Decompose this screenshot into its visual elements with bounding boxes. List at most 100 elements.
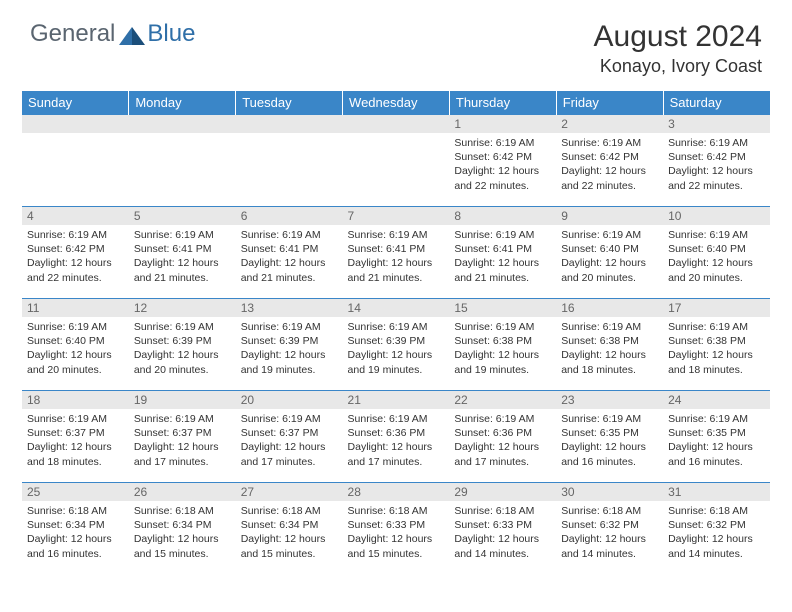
day-number: 16: [556, 299, 663, 317]
calendar-cell: 5Sunrise: 6:19 AMSunset: 6:41 PMDaylight…: [129, 207, 236, 299]
day-number: 26: [129, 483, 236, 501]
weekday-header: Wednesday: [343, 91, 450, 115]
day-number: 9: [556, 207, 663, 225]
calendar-cell: 4Sunrise: 6:19 AMSunset: 6:42 PMDaylight…: [22, 207, 129, 299]
day-details: Sunrise: 6:18 AMSunset: 6:32 PMDaylight:…: [556, 501, 663, 563]
calendar-cell: 20Sunrise: 6:19 AMSunset: 6:37 PMDayligh…: [236, 391, 343, 483]
day-number: 21: [343, 391, 450, 409]
calendar-cell: 28Sunrise: 6:18 AMSunset: 6:33 PMDayligh…: [343, 483, 450, 575]
day-number-empty: [236, 115, 343, 133]
day-number: 1: [449, 115, 556, 133]
day-number: 23: [556, 391, 663, 409]
calendar-cell: 12Sunrise: 6:19 AMSunset: 6:39 PMDayligh…: [129, 299, 236, 391]
weekday-header: Tuesday: [236, 91, 343, 115]
calendar-cell: 2Sunrise: 6:19 AMSunset: 6:42 PMDaylight…: [556, 115, 663, 207]
calendar-cell: 14Sunrise: 6:19 AMSunset: 6:39 PMDayligh…: [343, 299, 450, 391]
weekday-header: Monday: [129, 91, 236, 115]
weekday-header: Friday: [556, 91, 663, 115]
title-block: August 2024 Konayo, Ivory Coast: [594, 20, 762, 77]
day-number-empty: [22, 115, 129, 133]
day-details: Sunrise: 6:18 AMSunset: 6:32 PMDaylight:…: [663, 501, 770, 563]
day-number: 13: [236, 299, 343, 317]
day-number: 5: [129, 207, 236, 225]
day-details: Sunrise: 6:19 AMSunset: 6:40 PMDaylight:…: [22, 317, 129, 379]
day-number: 24: [663, 391, 770, 409]
calendar-cell: 27Sunrise: 6:18 AMSunset: 6:34 PMDayligh…: [236, 483, 343, 575]
day-details: Sunrise: 6:19 AMSunset: 6:42 PMDaylight:…: [663, 133, 770, 195]
day-number: 6: [236, 207, 343, 225]
calendar-row: 25Sunrise: 6:18 AMSunset: 6:34 PMDayligh…: [22, 483, 770, 575]
logo-text-general: General: [30, 20, 115, 48]
day-number: 2: [556, 115, 663, 133]
day-details: Sunrise: 6:19 AMSunset: 6:38 PMDaylight:…: [556, 317, 663, 379]
calendar-cell: 17Sunrise: 6:19 AMSunset: 6:38 PMDayligh…: [663, 299, 770, 391]
calendar-row: 4Sunrise: 6:19 AMSunset: 6:42 PMDaylight…: [22, 207, 770, 299]
day-number: 25: [22, 483, 129, 501]
day-details: Sunrise: 6:19 AMSunset: 6:35 PMDaylight:…: [663, 409, 770, 471]
weekday-header: Thursday: [449, 91, 556, 115]
calendar-cell: 15Sunrise: 6:19 AMSunset: 6:38 PMDayligh…: [449, 299, 556, 391]
header: General Blue August 2024 Konayo, Ivory C…: [0, 0, 792, 85]
day-number: 28: [343, 483, 450, 501]
logo-text-blue: Blue: [147, 20, 195, 48]
calendar-cell: [129, 115, 236, 207]
day-number: 19: [129, 391, 236, 409]
calendar-cell: 16Sunrise: 6:19 AMSunset: 6:38 PMDayligh…: [556, 299, 663, 391]
calendar-cell: 30Sunrise: 6:18 AMSunset: 6:32 PMDayligh…: [556, 483, 663, 575]
day-number-empty: [343, 115, 450, 133]
day-number: 22: [449, 391, 556, 409]
day-details: Sunrise: 6:19 AMSunset: 6:37 PMDaylight:…: [22, 409, 129, 471]
day-number: 3: [663, 115, 770, 133]
calendar-cell: 23Sunrise: 6:19 AMSunset: 6:35 PMDayligh…: [556, 391, 663, 483]
day-details: Sunrise: 6:18 AMSunset: 6:33 PMDaylight:…: [343, 501, 450, 563]
day-details: Sunrise: 6:19 AMSunset: 6:37 PMDaylight:…: [236, 409, 343, 471]
day-details: Sunrise: 6:19 AMSunset: 6:41 PMDaylight:…: [129, 225, 236, 287]
calendar-cell: 22Sunrise: 6:19 AMSunset: 6:36 PMDayligh…: [449, 391, 556, 483]
location: Konayo, Ivory Coast: [594, 56, 762, 77]
day-details: Sunrise: 6:19 AMSunset: 6:41 PMDaylight:…: [449, 225, 556, 287]
day-details: Sunrise: 6:18 AMSunset: 6:34 PMDaylight:…: [129, 501, 236, 563]
weekday-header: Saturday: [663, 91, 770, 115]
calendar-cell: 1Sunrise: 6:19 AMSunset: 6:42 PMDaylight…: [449, 115, 556, 207]
calendar-cell: 6Sunrise: 6:19 AMSunset: 6:41 PMDaylight…: [236, 207, 343, 299]
day-number: 15: [449, 299, 556, 317]
day-details: Sunrise: 6:19 AMSunset: 6:40 PMDaylight:…: [663, 225, 770, 287]
calendar-body: 1Sunrise: 6:19 AMSunset: 6:42 PMDaylight…: [22, 115, 770, 575]
day-details: Sunrise: 6:19 AMSunset: 6:39 PMDaylight:…: [129, 317, 236, 379]
calendar-cell: 31Sunrise: 6:18 AMSunset: 6:32 PMDayligh…: [663, 483, 770, 575]
day-number: 29: [449, 483, 556, 501]
day-details: Sunrise: 6:19 AMSunset: 6:36 PMDaylight:…: [343, 409, 450, 471]
calendar-cell: 11Sunrise: 6:19 AMSunset: 6:40 PMDayligh…: [22, 299, 129, 391]
day-details: Sunrise: 6:19 AMSunset: 6:37 PMDaylight:…: [129, 409, 236, 471]
calendar-cell: [22, 115, 129, 207]
day-details: Sunrise: 6:18 AMSunset: 6:34 PMDaylight:…: [22, 501, 129, 563]
calendar-cell: 10Sunrise: 6:19 AMSunset: 6:40 PMDayligh…: [663, 207, 770, 299]
day-details: Sunrise: 6:19 AMSunset: 6:42 PMDaylight:…: [556, 133, 663, 195]
day-number: 10: [663, 207, 770, 225]
calendar-cell: 19Sunrise: 6:19 AMSunset: 6:37 PMDayligh…: [129, 391, 236, 483]
day-number: 7: [343, 207, 450, 225]
month-title: August 2024: [594, 20, 762, 54]
calendar-cell: 26Sunrise: 6:18 AMSunset: 6:34 PMDayligh…: [129, 483, 236, 575]
day-number: 27: [236, 483, 343, 501]
day-number: 4: [22, 207, 129, 225]
day-number: 20: [236, 391, 343, 409]
day-details: Sunrise: 6:19 AMSunset: 6:35 PMDaylight:…: [556, 409, 663, 471]
calendar-head: SundayMondayTuesdayWednesdayThursdayFrid…: [22, 91, 770, 115]
day-details: Sunrise: 6:19 AMSunset: 6:38 PMDaylight:…: [449, 317, 556, 379]
calendar-cell: 18Sunrise: 6:19 AMSunset: 6:37 PMDayligh…: [22, 391, 129, 483]
calendar-cell: 3Sunrise: 6:19 AMSunset: 6:42 PMDaylight…: [663, 115, 770, 207]
day-details: Sunrise: 6:18 AMSunset: 6:34 PMDaylight:…: [236, 501, 343, 563]
calendar-cell: 25Sunrise: 6:18 AMSunset: 6:34 PMDayligh…: [22, 483, 129, 575]
day-details: Sunrise: 6:19 AMSunset: 6:38 PMDaylight:…: [663, 317, 770, 379]
calendar-cell: [236, 115, 343, 207]
weekday-header: Sunday: [22, 91, 129, 115]
day-details: Sunrise: 6:19 AMSunset: 6:42 PMDaylight:…: [449, 133, 556, 195]
day-number: 8: [449, 207, 556, 225]
day-number: 31: [663, 483, 770, 501]
calendar-row: 1Sunrise: 6:19 AMSunset: 6:42 PMDaylight…: [22, 115, 770, 207]
day-number: 12: [129, 299, 236, 317]
day-number: 14: [343, 299, 450, 317]
day-details: Sunrise: 6:19 AMSunset: 6:36 PMDaylight:…: [449, 409, 556, 471]
calendar-cell: [343, 115, 450, 207]
